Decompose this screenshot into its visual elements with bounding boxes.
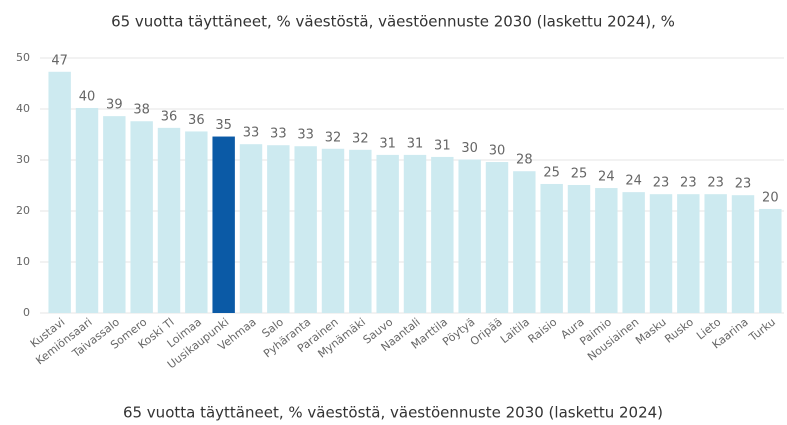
bar <box>595 188 618 313</box>
data-label: 38 <box>133 103 150 118</box>
data-label: 31 <box>434 138 451 153</box>
bar <box>567 184 591 313</box>
bar <box>704 194 727 313</box>
chart-title: 65 vuotta täyttäneet, % väestöstä, väest… <box>111 13 675 31</box>
data-label: 47 <box>51 53 68 68</box>
data-label: 40 <box>79 89 96 104</box>
x-tick-label: Rusko <box>662 315 696 345</box>
data-label: 20 <box>762 190 779 205</box>
bar <box>239 144 263 313</box>
bar <box>185 131 208 313</box>
bar <box>431 156 454 313</box>
y-tick-label: 40 <box>16 102 30 115</box>
bar <box>731 195 755 313</box>
data-label: 24 <box>625 174 642 189</box>
bar <box>267 145 290 313</box>
data-label: 36 <box>188 113 205 128</box>
bar <box>759 208 782 313</box>
x-tick-label: Masku <box>633 315 669 347</box>
bar <box>75 107 99 313</box>
data-label: 23 <box>653 176 670 191</box>
data-label: 31 <box>407 136 424 151</box>
data-label: 36 <box>161 109 178 124</box>
data-label: 35 <box>215 118 232 133</box>
data-label: 25 <box>543 165 560 180</box>
data-label: 33 <box>270 127 287 142</box>
bar <box>48 71 71 314</box>
bar <box>157 127 181 314</box>
bar <box>321 148 345 313</box>
data-label: 23 <box>680 176 697 191</box>
data-label: 28 <box>516 153 533 168</box>
bar <box>540 183 563 313</box>
data-label: 25 <box>571 166 588 181</box>
y-tick-label: 10 <box>16 255 30 268</box>
x-axis-title: 65 vuotta täyttäneet, % väestöstä, väest… <box>123 404 663 422</box>
data-label: 32 <box>352 131 369 146</box>
bar <box>349 149 372 313</box>
bar <box>677 194 700 313</box>
x-tick-label: Raisio <box>526 315 560 346</box>
bar <box>622 192 645 313</box>
data-label: 33 <box>243 126 260 141</box>
bar <box>130 121 153 314</box>
bar <box>294 146 317 313</box>
bar <box>649 194 673 313</box>
bar <box>458 159 481 313</box>
data-label: 33 <box>297 128 314 143</box>
data-label: 30 <box>461 141 478 156</box>
x-tick-label: Turku <box>746 315 778 344</box>
x-tick-label: Laitila <box>498 315 532 346</box>
y-tick-label: 30 <box>16 153 30 166</box>
data-label: 31 <box>379 136 396 151</box>
y-tick-label: 20 <box>16 204 30 217</box>
bar <box>485 162 509 313</box>
data-label: 23 <box>735 177 752 192</box>
data-label: 24 <box>598 170 615 185</box>
data-label: 23 <box>707 176 724 191</box>
y-tick-label: 50 <box>16 51 30 64</box>
bar <box>513 171 536 313</box>
data-label: 39 <box>106 98 123 113</box>
data-label: 30 <box>489 144 506 159</box>
x-tick-label: Oripää <box>468 315 505 348</box>
bar <box>212 136 235 313</box>
y-tick-label: 0 <box>23 306 30 319</box>
bar <box>403 154 427 313</box>
bar <box>103 116 126 313</box>
data-label: 32 <box>325 130 342 145</box>
bar <box>376 154 399 313</box>
